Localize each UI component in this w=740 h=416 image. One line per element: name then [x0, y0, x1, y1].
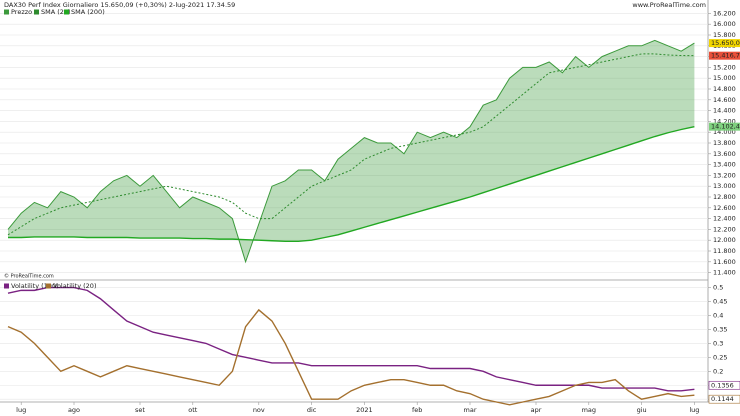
- y-tick-label: 14.000: [713, 128, 736, 136]
- last-value-box: [709, 122, 740, 131]
- y-tick-label: 0.5: [713, 284, 723, 292]
- x-tick-label: 2021: [356, 406, 373, 414]
- x-tick-label: dic: [307, 406, 317, 414]
- legend-label: Prezzo: [11, 8, 32, 16]
- y-tick-label: 15.000: [713, 74, 736, 82]
- legend-swatch: [4, 283, 9, 289]
- x-tick-label: mar: [464, 406, 477, 414]
- y-tick-label: 0.25: [713, 353, 727, 361]
- y-tick-label: 11.600: [713, 258, 736, 266]
- last-value-box: [708, 394, 740, 404]
- series-line: [7, 39, 695, 264]
- legend-label: SMA (20): [41, 8, 71, 16]
- panel: 16.20016.00015.80015.60015.40015.20015.0…: [0, 8, 740, 277]
- source: www.ProRealTime.com: [632, 1, 706, 9]
- last-value-box: [708, 380, 740, 390]
- last-value-label: 14.102,45: [711, 123, 740, 131]
- chart-title: DAX30 Perf Index Giornaliero 15.650,09 (…: [4, 1, 235, 9]
- x-tick-label: apr: [531, 406, 542, 414]
- y-tick-label: 11.800: [713, 247, 736, 255]
- y-tick-label: 14.800: [713, 85, 736, 93]
- x-tick-label: nov: [253, 406, 265, 414]
- legend-swatch: [34, 9, 39, 15]
- price-area: [8, 40, 695, 262]
- last-value-label: 15.416,78: [711, 52, 740, 60]
- y-tick-label: 12.400: [713, 215, 736, 223]
- last-value-label: 15.650,09: [711, 39, 740, 47]
- y-tick-label: 14.400: [713, 107, 736, 115]
- watermark: © ProRealTime.com: [4, 273, 54, 280]
- series-line: [7, 53, 695, 236]
- y-tick-label: 14.600: [713, 96, 736, 104]
- x-tick-label: mag: [582, 406, 596, 414]
- y-tick-label: 13.800: [713, 139, 736, 147]
- y-tick-label: 12.200: [713, 225, 736, 233]
- last-value-box: [709, 39, 740, 48]
- last-value-label: 0.1144: [711, 395, 734, 403]
- series-line: [8, 125, 695, 242]
- y-tick-label: 0.4: [713, 311, 723, 319]
- y-tick-label: 0.2: [713, 367, 723, 375]
- last-value-label: 0.1356: [711, 381, 734, 389]
- y-tick-label: 15.800: [713, 31, 736, 39]
- x-tick-label: lug: [16, 406, 26, 414]
- y-tick-label: 13.600: [713, 150, 736, 158]
- y-tick-label: 0.35: [713, 325, 727, 333]
- y-tick-label: 14.200: [713, 117, 736, 125]
- legend-label: Volatility (20): [53, 282, 96, 290]
- x-tick-label: lug: [689, 406, 699, 414]
- y-tick-label: 13.000: [713, 182, 736, 190]
- legend-swatch: [46, 283, 51, 289]
- y-tick-label: 13.400: [713, 161, 736, 169]
- y-tick-label: 16.000: [713, 20, 736, 28]
- y-tick-label: 0.45: [713, 298, 727, 306]
- legend-swatch: [4, 9, 9, 15]
- x-tick-label: ott: [188, 406, 198, 414]
- series-line: [7, 308, 695, 406]
- legend-swatch: [64, 9, 69, 15]
- y-tick-label: 15.200: [713, 63, 736, 71]
- last-value-box: [709, 51, 740, 60]
- x-tick-label: set: [135, 406, 145, 414]
- panel: 0.50.450.40.350.30.250.20.150.1lugagoset…: [0, 282, 740, 414]
- x-tick-label: giu: [637, 406, 647, 414]
- y-tick-label: 12.600: [713, 204, 736, 212]
- y-tick-label: 11.400: [713, 269, 736, 277]
- y-tick-label: 16.200: [713, 9, 736, 17]
- y-tick-label: 12.000: [713, 236, 736, 244]
- y-tick-label: 13.200: [713, 171, 736, 179]
- x-tick-label: feb: [412, 406, 422, 414]
- series-line: [7, 286, 695, 392]
- legend-label: Volatility (100): [11, 282, 59, 290]
- y-tick-label: 12.800: [713, 193, 736, 201]
- legend-label: SMA (200): [71, 8, 105, 16]
- y-tick-label: 0.3: [713, 339, 723, 347]
- x-tick-label: ago: [68, 406, 80, 414]
